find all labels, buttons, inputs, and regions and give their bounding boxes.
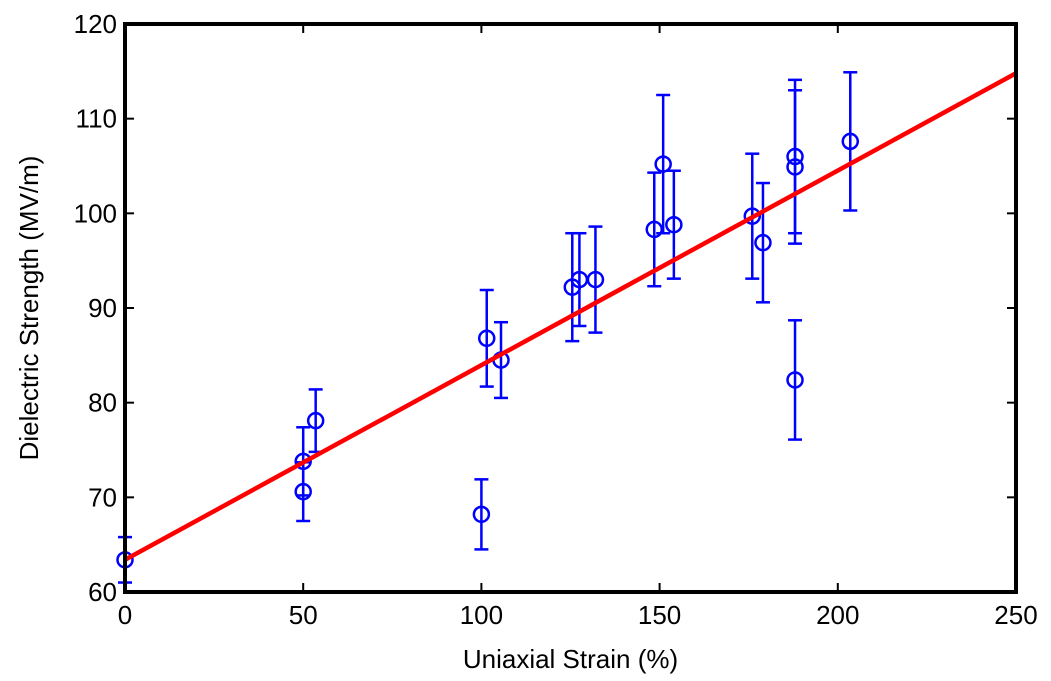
axis-ticks: 0 50 100 150 200 250 60 70 80 90 100 110 120 [74, 9, 1038, 630]
data-point [654, 155, 672, 173]
x-tick-label: 150 [638, 600, 681, 630]
x-tick-label: 0 [118, 600, 132, 630]
data-point [586, 270, 605, 289]
y-tick-label: 110 [76, 104, 117, 134]
y-tick-label: 120 [74, 9, 117, 39]
data-point [294, 482, 312, 501]
x-tick-label: 250 [994, 600, 1037, 630]
y-tick-label: 90 [88, 293, 117, 323]
x-tick-label: 50 [289, 600, 318, 630]
data-point [665, 215, 683, 234]
data-series-markers [116, 71, 860, 584]
x-axis-label: Uniaxial Strain (%) [463, 644, 678, 674]
y-tick-label: 60 [88, 577, 117, 607]
data-point [472, 505, 491, 524]
x-tick-label: 100 [460, 600, 503, 630]
data-point [477, 329, 496, 348]
data-point [645, 220, 664, 239]
y-axis-label: Dielectric Strength (MV/m) [14, 156, 44, 461]
data-point [786, 158, 804, 176]
data-point [841, 132, 860, 151]
data-point [743, 207, 762, 225]
y-tick-label: 80 [88, 388, 117, 418]
plot-frame [123, 22, 1018, 594]
fit-line [123, 71, 1018, 562]
y-tick-label: 70 [88, 482, 117, 512]
y-tick-label: 100 [74, 198, 117, 228]
data-point [786, 371, 804, 389]
plot-marks [116, 71, 1018, 584]
x-tick-label: 200 [816, 600, 859, 630]
data-point [754, 233, 772, 252]
data-point [306, 411, 325, 430]
